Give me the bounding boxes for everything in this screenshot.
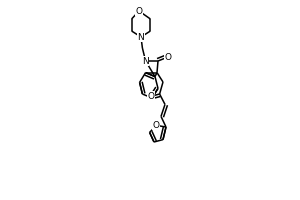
Text: O: O <box>147 92 154 101</box>
Text: O: O <box>164 52 172 62</box>
Text: N: N <box>142 56 149 66</box>
Text: O: O <box>136 6 142 16</box>
Text: N: N <box>138 32 144 42</box>
Text: O: O <box>153 121 160 130</box>
